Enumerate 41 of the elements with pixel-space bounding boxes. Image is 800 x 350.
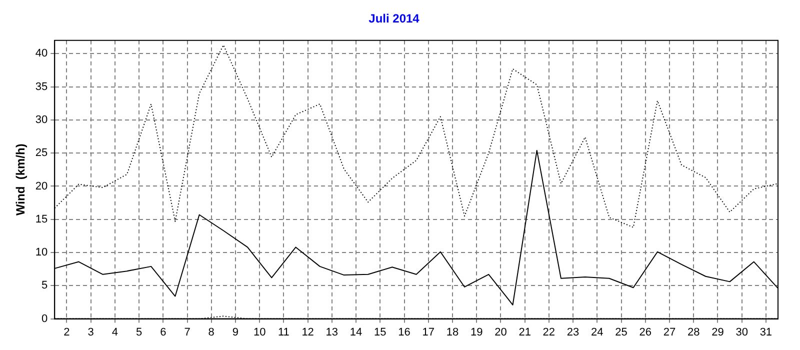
x-tick-label: 10 <box>253 326 266 338</box>
x-tick-label: 14 <box>350 326 362 338</box>
x-tick-label: 16 <box>398 326 410 338</box>
x-tick-label: 15 <box>374 326 386 338</box>
x-tick-label: 22 <box>542 326 556 338</box>
x-tick-label: 3 <box>88 326 94 338</box>
y-tick-label: 20 <box>35 180 48 192</box>
x-tick-label: 12 <box>302 326 314 338</box>
x-tick-label: 24 <box>591 326 604 338</box>
x-tick-label: 25 <box>615 326 628 338</box>
x-tick-label: 28 <box>687 326 700 338</box>
x-tick-label: 7 <box>184 326 190 338</box>
y-tick-label: 5 <box>42 280 48 292</box>
y-tick-label: 30 <box>35 114 48 126</box>
x-tick-label: 20 <box>494 326 507 338</box>
x-tick-label: 8 <box>208 326 214 338</box>
y-tick-label: 25 <box>35 147 48 160</box>
x-tick-label: 18 <box>446 326 459 338</box>
x-tick-label: 29 <box>712 326 724 338</box>
x-tick-label: 23 <box>566 326 580 338</box>
x-tick-label: 19 <box>470 326 483 338</box>
y-axis-title: Wind (km/h) <box>14 144 28 216</box>
x-tick-label: 2 <box>64 326 70 338</box>
chart-title: Juli 2014 <box>368 12 420 26</box>
x-tick-label: 9 <box>232 326 239 338</box>
x-tick-label: 11 <box>278 326 290 338</box>
x-tick-label: 13 <box>326 326 338 338</box>
y-tick-label: 15 <box>35 213 48 226</box>
y-tick-label: 35 <box>35 80 48 93</box>
y-tick-label: 10 <box>35 246 48 259</box>
y-tick-label: 40 <box>35 48 48 60</box>
x-tick-label: 27 <box>663 326 676 338</box>
y-tick-label: 0 <box>42 312 48 325</box>
x-tick-label: 17 <box>422 326 434 338</box>
x-tick-label: 31 <box>760 326 772 338</box>
x-tick-label: 26 <box>639 326 652 338</box>
x-tick-label: 6 <box>160 326 166 338</box>
x-tick-label: 21 <box>518 326 531 338</box>
x-tick-label: 5 <box>136 326 142 338</box>
x-tick-label: 4 <box>112 326 118 338</box>
x-tick-label: 30 <box>736 326 748 338</box>
